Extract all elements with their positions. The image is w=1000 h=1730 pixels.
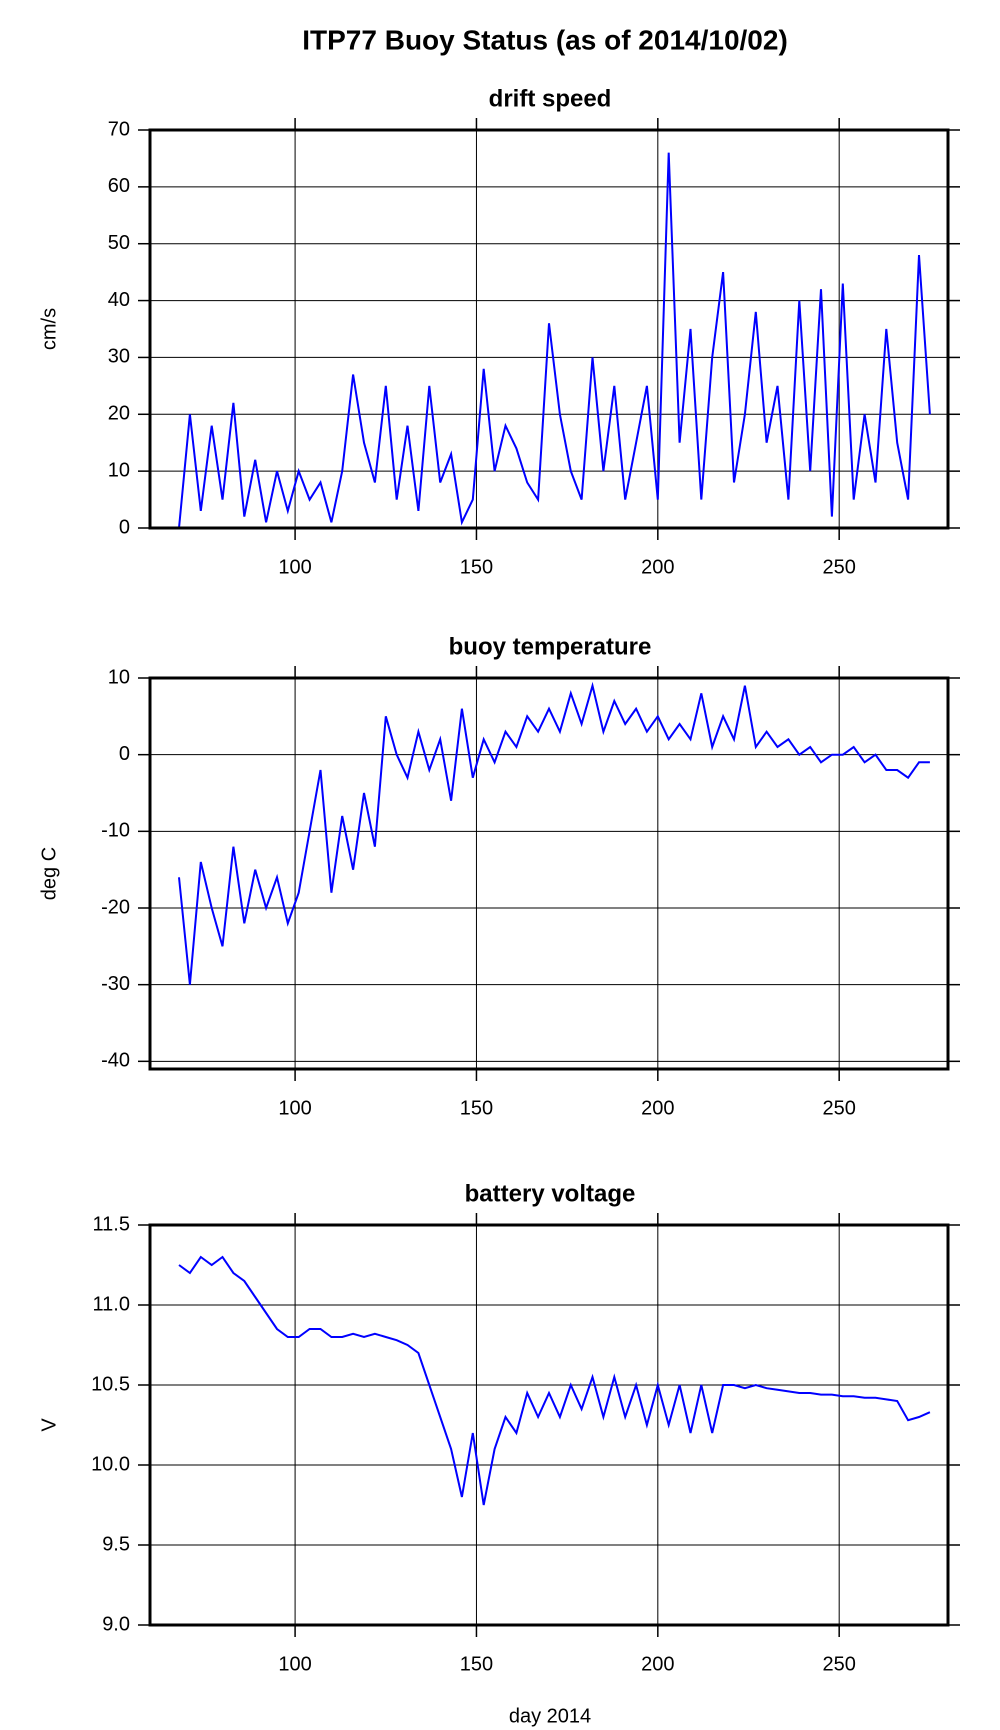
x-tick-label: 200 — [641, 1097, 674, 1119]
y-tick-label: 50 — [108, 232, 130, 254]
data-line — [178, 152, 931, 529]
y-tick-label: 10 — [108, 459, 130, 481]
y-tick-label: -40 — [101, 1050, 130, 1072]
y-tick-label: -20 — [101, 896, 130, 918]
x-tick-label: 250 — [822, 556, 855, 578]
y-tick-label: 9.5 — [102, 1533, 130, 1555]
y-axis-label: V — [38, 1418, 60, 1432]
x-tick-label: 150 — [460, 1653, 493, 1675]
x-tick-label: 150 — [460, 556, 493, 578]
data-line — [178, 1255, 931, 1506]
y-tick-label: -10 — [101, 820, 130, 842]
x-tick-label: 100 — [278, 1653, 311, 1675]
x-tick-label: 100 — [278, 1097, 311, 1119]
y-axis-label: cm/s — [38, 308, 60, 350]
y-tick-label: 0 — [119, 516, 130, 538]
x-tick-label: 250 — [822, 1097, 855, 1119]
subplot-title: battery voltage — [465, 1180, 636, 1207]
y-tick-label: 60 — [108, 175, 130, 197]
plot-frame — [148, 676, 950, 1071]
x-tick-label: 150 — [460, 1097, 493, 1119]
y-tick-label: 11.5 — [93, 1213, 130, 1235]
y-tick-label: 40 — [108, 289, 130, 311]
subplot-title: drift speed — [489, 85, 612, 112]
x-tick-label: 250 — [822, 1653, 855, 1675]
y-tick-label: 70 — [108, 118, 130, 140]
plot-frame — [148, 1223, 950, 1627]
y-tick-label: 11.0 — [93, 1293, 130, 1315]
y-tick-label: -30 — [101, 973, 130, 995]
x-tick-label: 200 — [641, 1653, 674, 1675]
x-tick-label: 200 — [641, 556, 674, 578]
y-tick-label: 10 — [108, 666, 130, 688]
y-tick-label: 9.0 — [102, 1613, 130, 1635]
x-axis-label: day 2014 — [509, 1705, 591, 1727]
data-line — [178, 681, 930, 985]
y-axis-label: deg C — [38, 847, 60, 900]
subplot-title: buoy temperature — [449, 633, 652, 660]
y-tick-label: 10.5 — [91, 1373, 130, 1395]
x-tick-label: 100 — [278, 556, 311, 578]
y-tick-label: 20 — [108, 403, 130, 425]
y-tick-label: 0 — [119, 743, 130, 765]
y-tick-label: 30 — [108, 346, 130, 368]
page-title: ITP77 Buoy Status (as of 2014/10/02) — [302, 24, 788, 55]
plot-frame — [148, 128, 950, 530]
y-tick-label: 10.0 — [91, 1453, 130, 1475]
